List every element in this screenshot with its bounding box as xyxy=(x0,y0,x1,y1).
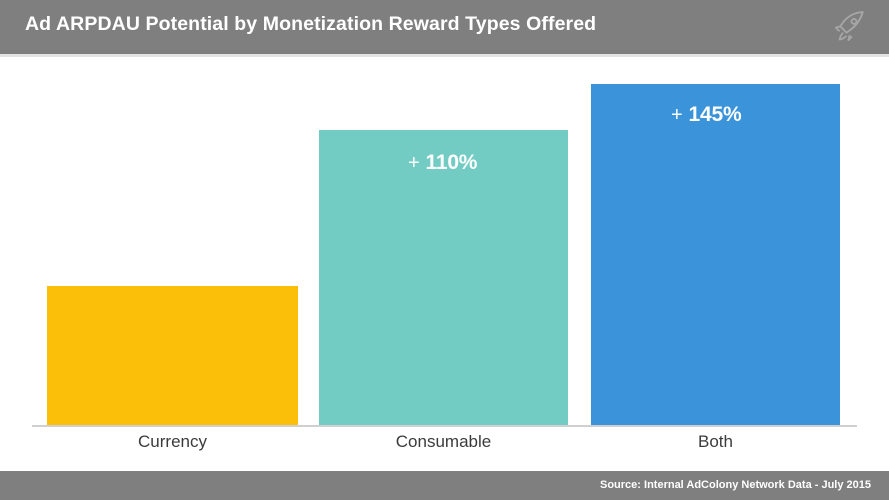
bar-label-both: + 145% xyxy=(671,103,742,127)
bar-consumable xyxy=(319,130,568,425)
category-label-consumable: Consumable xyxy=(395,432,492,451)
bar-label-consumable-prefix: + xyxy=(408,152,420,174)
header-band xyxy=(0,0,889,54)
chart-axis-line xyxy=(32,425,857,427)
bar-label-both-prefix: + xyxy=(671,104,683,126)
header-divider xyxy=(0,54,889,57)
chart-plot-area: + 110% + 145% Currency Consumable Both xyxy=(0,57,889,471)
bar-label-consumable: + 110% xyxy=(408,151,477,175)
bar-label-consumable-value: 110% xyxy=(425,151,478,174)
page-title: Ad ARPDAU Potential by Monetization Rewa… xyxy=(25,13,597,35)
source-note: Source: Internal AdColony Network Data -… xyxy=(600,479,871,491)
category-label-currency: Currency xyxy=(138,432,207,451)
category-label-both: Both xyxy=(698,432,733,451)
bar-label-both-value: 145% xyxy=(688,103,742,126)
bar-currency xyxy=(47,286,298,425)
footer-band xyxy=(0,471,889,500)
rocket-icon xyxy=(829,7,869,47)
bar-both xyxy=(591,84,840,425)
